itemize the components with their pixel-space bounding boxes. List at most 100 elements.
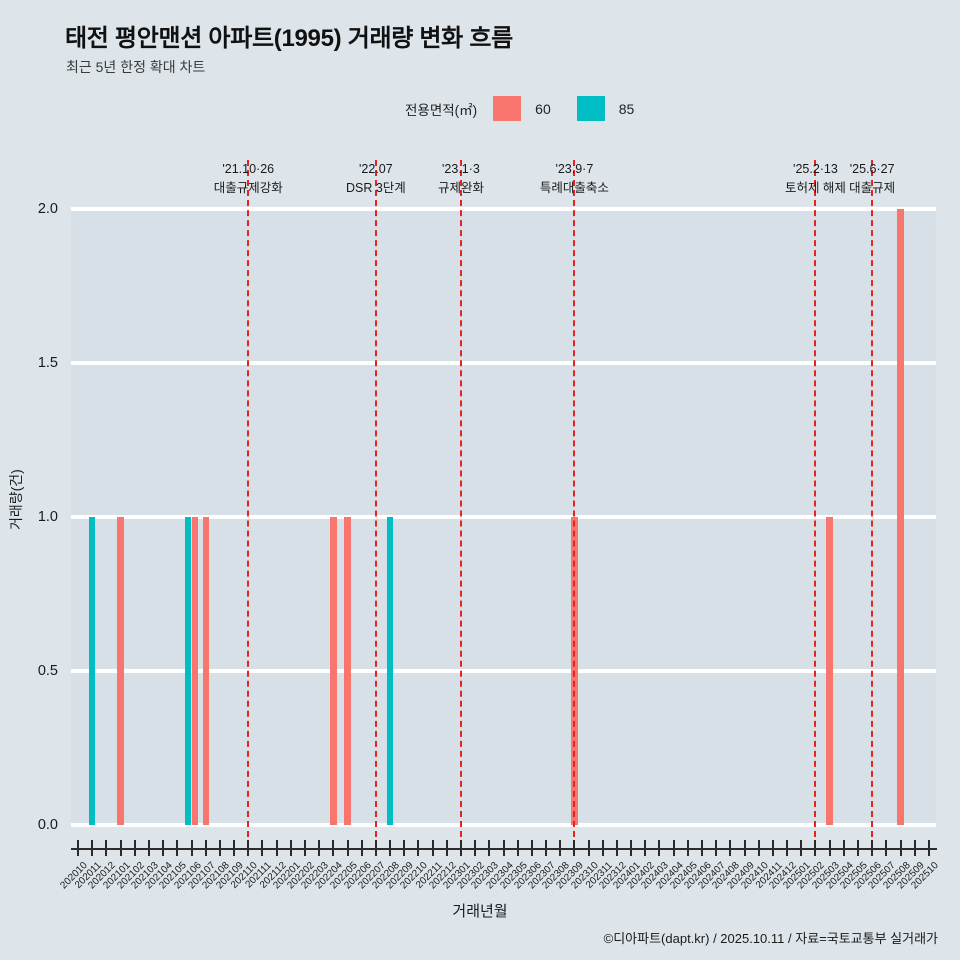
y-tick-label: 1.0 xyxy=(37,509,58,525)
x-tick xyxy=(857,840,859,856)
x-tick xyxy=(899,840,902,856)
bar[interactable] xyxy=(117,517,124,825)
bar[interactable] xyxy=(897,209,904,825)
legend-swatch-85 xyxy=(576,96,605,121)
x-tick xyxy=(403,840,406,856)
x-tick xyxy=(318,840,321,856)
x-tick xyxy=(119,840,122,856)
x-axis-label: 거래년월 xyxy=(452,903,508,920)
footer-credit: ©디아파트(dapt.kr) / 2025.10.11 / 자료=국토교통부 실… xyxy=(603,931,938,946)
y-axis-label: 거래량(건) xyxy=(8,469,24,530)
x-tick xyxy=(814,840,817,856)
legend-label-85: 85 xyxy=(618,100,635,117)
legend-swatch-60 xyxy=(493,96,522,121)
gridline xyxy=(71,515,936,519)
x-tick xyxy=(346,840,349,856)
x-tick xyxy=(927,840,930,856)
bar[interactable] xyxy=(202,517,209,825)
x-tick xyxy=(218,840,221,856)
bar[interactable] xyxy=(344,517,351,825)
x-tick xyxy=(771,840,774,856)
bar[interactable] xyxy=(826,517,833,825)
x-tick xyxy=(190,840,193,856)
x-tick xyxy=(615,840,618,856)
x-tick xyxy=(701,840,704,856)
plot-area xyxy=(71,207,936,827)
x-tick xyxy=(133,840,136,856)
x-tick xyxy=(658,840,661,856)
x-tick xyxy=(176,840,179,856)
x-tick xyxy=(247,840,250,856)
page-subtitle: 최근 5년 한정 확대 차트 xyxy=(66,59,206,75)
event-line xyxy=(871,160,874,847)
x-tick xyxy=(630,840,633,856)
x-tick xyxy=(332,840,335,856)
x-tick xyxy=(374,840,377,856)
x-tick xyxy=(559,840,562,856)
legend-title: 전용면적(㎡) xyxy=(405,102,478,118)
event-line xyxy=(573,160,576,847)
x-tick xyxy=(105,840,108,856)
x-tick xyxy=(91,840,94,856)
event-label: '23.1·3 규제완화 xyxy=(437,162,484,196)
event-label: '23.9·7 특례대출축소 xyxy=(539,162,609,196)
x-tick xyxy=(502,840,505,856)
x-tick xyxy=(516,840,519,856)
x-tick xyxy=(686,840,689,856)
x-tick xyxy=(545,840,548,856)
legend-label-60: 60 xyxy=(535,100,551,117)
event-line xyxy=(814,160,817,847)
event-line xyxy=(374,160,377,847)
x-tick xyxy=(587,840,590,856)
x-tick xyxy=(530,840,533,856)
gridline xyxy=(71,361,936,365)
bar[interactable] xyxy=(191,517,199,825)
x-tick xyxy=(303,840,306,856)
x-tick xyxy=(417,840,420,856)
x-tick xyxy=(757,840,760,856)
x-tick xyxy=(786,840,789,856)
bar[interactable] xyxy=(185,517,192,825)
event-label: '22.07 DSR 3단계 xyxy=(345,162,406,196)
event-line xyxy=(247,160,250,847)
x-tick xyxy=(275,840,278,856)
x-tick xyxy=(601,840,604,856)
legend: 전용면적(㎡) 60 85 xyxy=(405,96,660,121)
x-tick xyxy=(445,840,448,856)
x-tick xyxy=(644,840,647,856)
x-tick xyxy=(488,840,491,856)
gridline xyxy=(71,823,936,827)
x-tick xyxy=(715,840,718,856)
x-tick xyxy=(885,840,888,856)
event-label: '25.2·13 토허제 해제 xyxy=(784,162,846,196)
x-tick xyxy=(459,840,462,856)
y-tick-label: 2.0 xyxy=(37,201,58,217)
x-tick xyxy=(289,840,292,856)
x-tick xyxy=(573,840,576,856)
event-label: '25.6·27 대출규제 xyxy=(849,162,896,196)
y-tick-label: 1.5 xyxy=(37,355,58,371)
page-title: 태전 평안맨션 아파트(1995) 거래량 변화 흐름 xyxy=(65,25,513,52)
bar[interactable] xyxy=(330,517,337,825)
gridline xyxy=(71,669,936,673)
x-tick xyxy=(729,840,732,856)
x-tick xyxy=(431,840,434,856)
bar[interactable] xyxy=(89,517,96,825)
gridline xyxy=(71,207,936,211)
x-tick xyxy=(233,840,236,856)
event-label: '21.10·26 대출규제강화 xyxy=(213,162,283,196)
y-tick-label: 0.0 xyxy=(37,817,58,833)
x-tick xyxy=(204,840,207,856)
x-tick xyxy=(828,840,831,856)
x-tick xyxy=(800,840,803,856)
event-line xyxy=(459,160,462,847)
x-tick xyxy=(77,840,80,856)
x-tick xyxy=(162,840,165,856)
x-tick xyxy=(261,840,264,856)
x-tick xyxy=(842,840,845,856)
x-tick xyxy=(147,840,150,856)
x-tick xyxy=(743,840,746,856)
bar[interactable] xyxy=(386,517,394,825)
x-tick xyxy=(672,840,675,856)
x-tick xyxy=(474,840,477,856)
